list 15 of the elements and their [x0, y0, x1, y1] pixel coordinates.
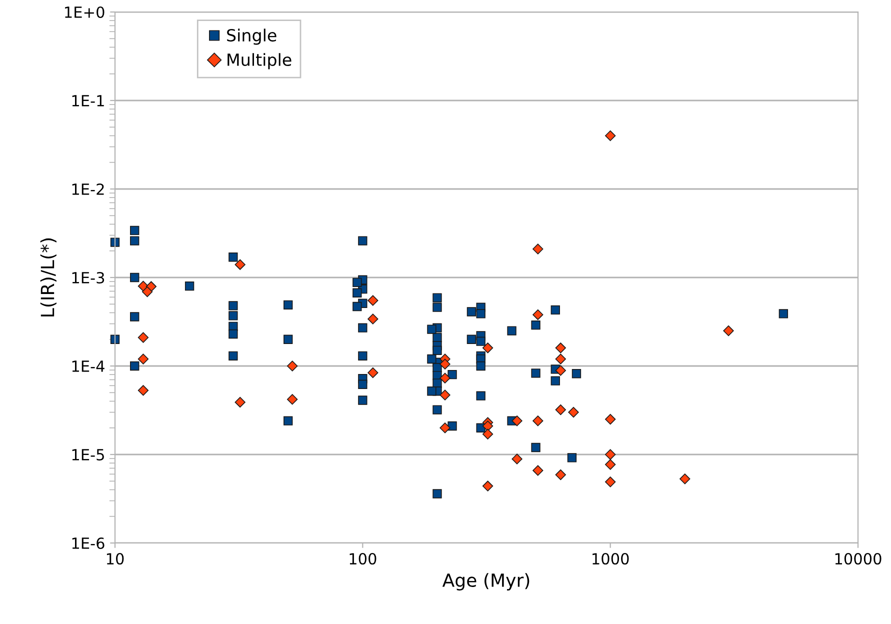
legend-label: Multiple — [228, 53, 292, 70]
y-tick-label: 1E-1 — [72, 95, 104, 106]
x-axis-title: Age (Myr) — [442, 573, 530, 591]
x-tick-label: 10 — [106, 552, 124, 565]
x-tick-label: 10000 — [835, 552, 882, 565]
y-tick-label: 1E-5 — [72, 449, 104, 461]
y-tick-label: 1E-3 — [72, 272, 104, 284]
y-tick-label: 1E-4 — [72, 360, 104, 372]
y-tick-label: 1E-2 — [72, 183, 104, 195]
y-axis-title: L(IR)/L(*) — [40, 238, 56, 316]
y-tick-label: 1E-6 — [72, 537, 104, 550]
x-tick-label: 1000 — [592, 552, 629, 565]
x-tick-label: 100 — [350, 552, 376, 565]
legend-label: Single — [227, 28, 276, 45]
y-tick-label: 1E+0 — [65, 6, 104, 18]
